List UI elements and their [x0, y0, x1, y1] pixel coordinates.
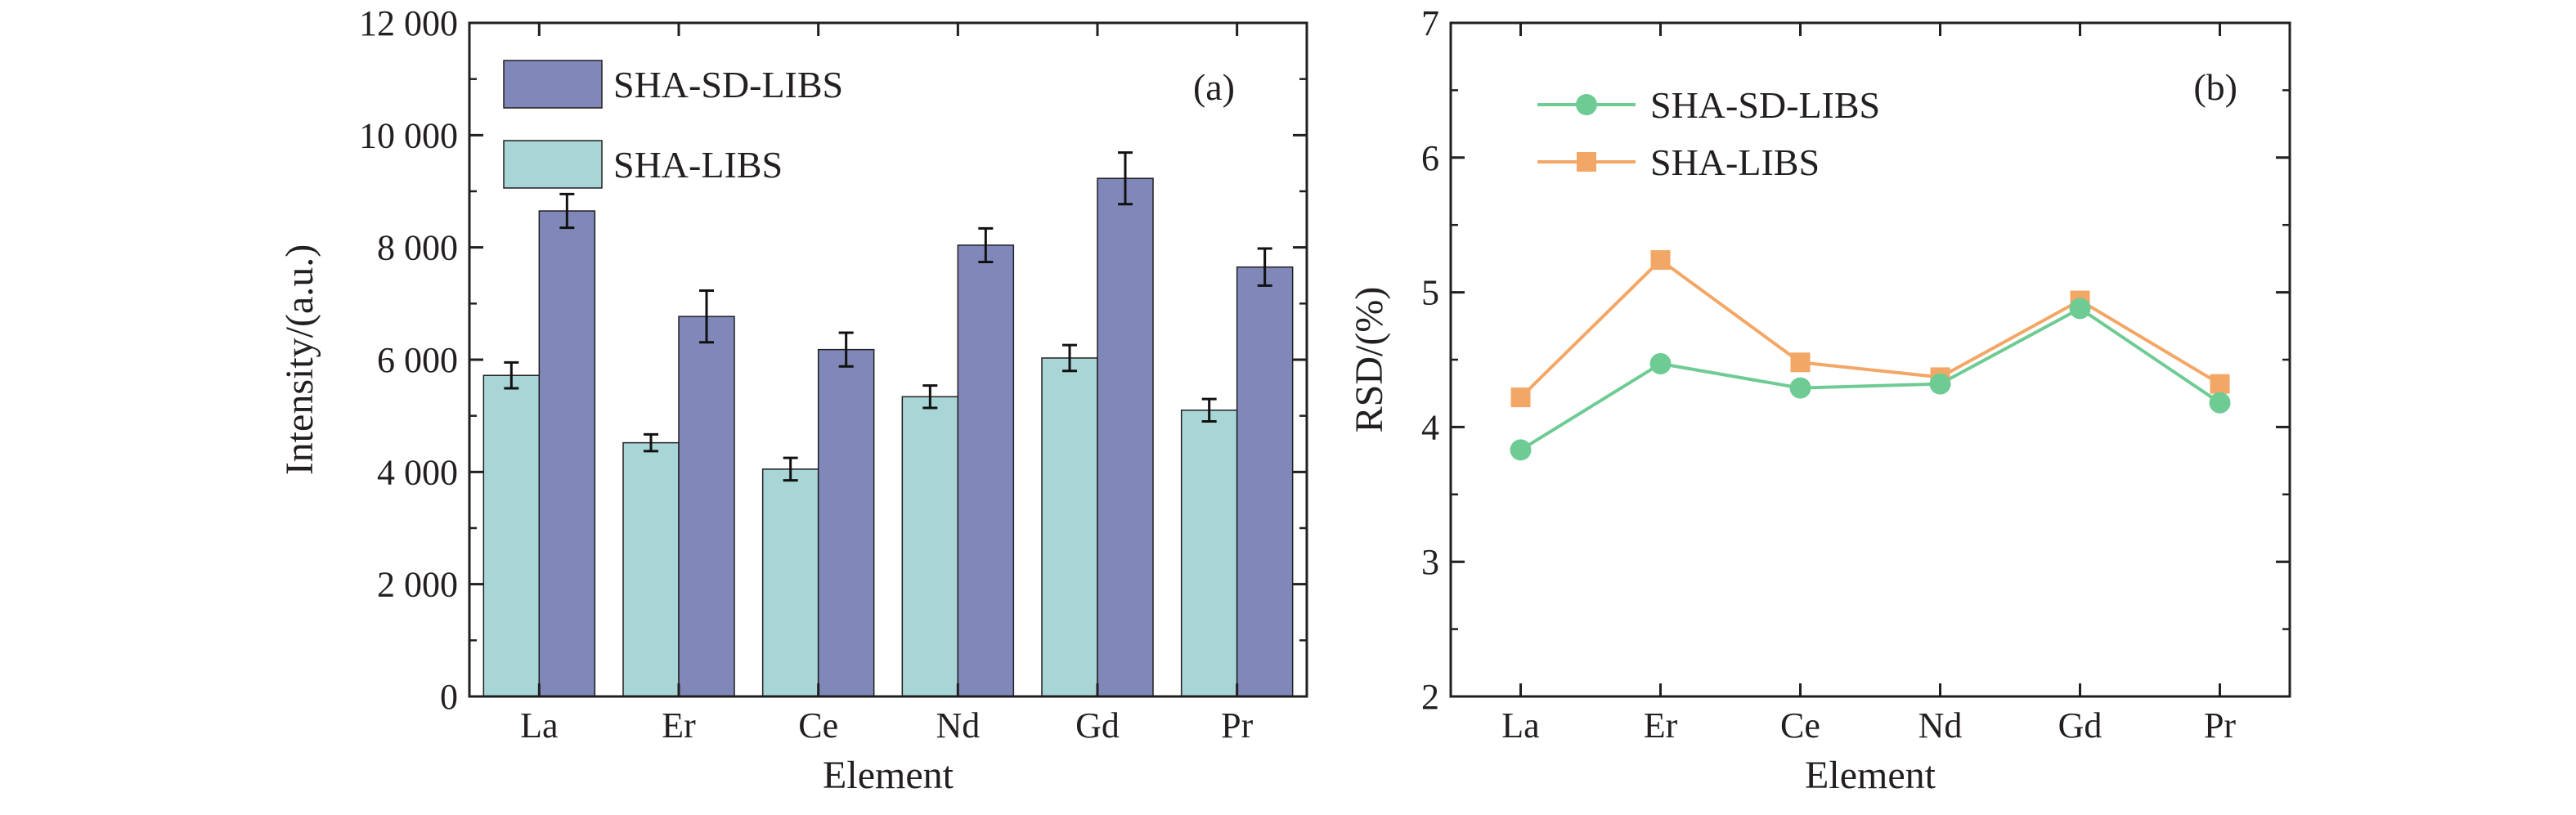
point-sha-libs-pr — [2210, 374, 2230, 394]
legend-label: SHA-SD-LIBS — [1650, 84, 1880, 126]
y-tick-label: 3 — [1421, 542, 1439, 582]
y-axis-title: Intensity/(a.u.) — [278, 244, 321, 476]
x-tick-label: Pr — [1221, 705, 1253, 746]
x-tick-label: Ce — [1780, 705, 1820, 746]
y-axis-title: RSD/(%) — [1348, 287, 1391, 433]
panel-label-b: (b) — [2193, 66, 2237, 108]
point-sha-sd-libs-pr — [2209, 392, 2231, 414]
bar-sha-sd-libs-nd — [957, 244, 1015, 697]
x-tick-label: La — [1501, 705, 1539, 746]
x-tick-label: Ce — [798, 705, 838, 746]
x-tick-label: Nd — [936, 705, 980, 746]
x-tick-label: Er — [662, 705, 696, 746]
bar-sha-libs-la — [482, 374, 541, 697]
bar-sha-sd-libs-gd — [1097, 177, 1154, 697]
y-tick-label: 10 000 — [359, 115, 458, 155]
point-sha-sd-libs-er — [1649, 352, 1672, 374]
x-tick-label: Pr — [2204, 705, 2236, 746]
bar-sha-sd-libs-la — [538, 210, 596, 697]
x-tick-label: Gd — [1075, 705, 1120, 746]
bar-sha-libs-nd — [901, 396, 959, 697]
series-line-sha-sd-libs — [1519, 307, 2221, 452]
bar-sha-libs-ce — [761, 468, 819, 697]
panel-label-a: (a) — [1193, 66, 1235, 108]
point-sha-sd-libs-la — [1510, 439, 1532, 461]
bar-sha-libs-gd — [1041, 357, 1098, 697]
bar-sha-sd-libs-ce — [817, 348, 875, 697]
y-tick-label: 6 000 — [377, 340, 458, 380]
point-sha-libs-la — [1510, 387, 1531, 408]
x-tick-label: Nd — [1919, 705, 1963, 746]
bar-sha-sd-libs-er — [678, 316, 735, 697]
legend-label: SHA-LIBS — [1650, 141, 1820, 183]
x-axis-title: Element — [823, 754, 954, 797]
x-tick-label: Er — [1644, 705, 1678, 746]
bar-sha-libs-pr — [1180, 410, 1238, 697]
point-sha-sd-libs-gd — [2069, 298, 2091, 320]
legend-marker-sha-sd-libs — [1576, 94, 1597, 115]
series-line-sha-libs — [1519, 257, 2221, 399]
y-tick-label: 2 — [1421, 677, 1439, 717]
legend-marker-sha-libs — [1577, 152, 1596, 172]
legend-label: SHA-SD-LIBS — [613, 64, 843, 105]
x-tick-label: La — [520, 705, 558, 746]
y-tick-label: 0 — [440, 677, 458, 717]
legend-swatch-sha-libs — [503, 140, 603, 189]
y-tick-label: 2 000 — [377, 565, 458, 605]
y-tick-label: 12 000 — [359, 3, 458, 43]
legend-label: SHA-LIBS — [613, 144, 783, 186]
panel-b-line-chart: 2 3 4 5 6 7 La Er Ce Nd Gd Pr Element RSD/(%) (b) SHA-S… — [1348, 3, 2291, 797]
y-tick-label: 8 000 — [377, 228, 458, 268]
panel-a-bar-chart: 0 2 000 4 000 6 000 8 000 10 000 12 000 La Er Ce N… — [278, 3, 1308, 797]
bar-sha-libs-er — [622, 441, 680, 697]
y-tick-label: 6 — [1421, 138, 1439, 178]
point-sha-libs-er — [1650, 250, 1671, 271]
y-tick-label: 5 — [1421, 273, 1439, 313]
point-sha-libs-ce — [1790, 352, 1811, 373]
point-sha-sd-libs-nd — [1929, 373, 1951, 395]
legend-swatch-sha-sd-libs — [503, 60, 603, 109]
point-sha-sd-libs-ce — [1789, 377, 1811, 399]
y-tick-label: 4 — [1421, 407, 1439, 447]
x-tick-label: Gd — [2058, 705, 2103, 746]
y-tick-label: 7 — [1421, 3, 1439, 43]
x-axis-title: Element — [1805, 754, 1936, 797]
bar-sha-sd-libs-pr — [1236, 266, 1294, 697]
y-tick-label: 4 000 — [377, 452, 458, 492]
